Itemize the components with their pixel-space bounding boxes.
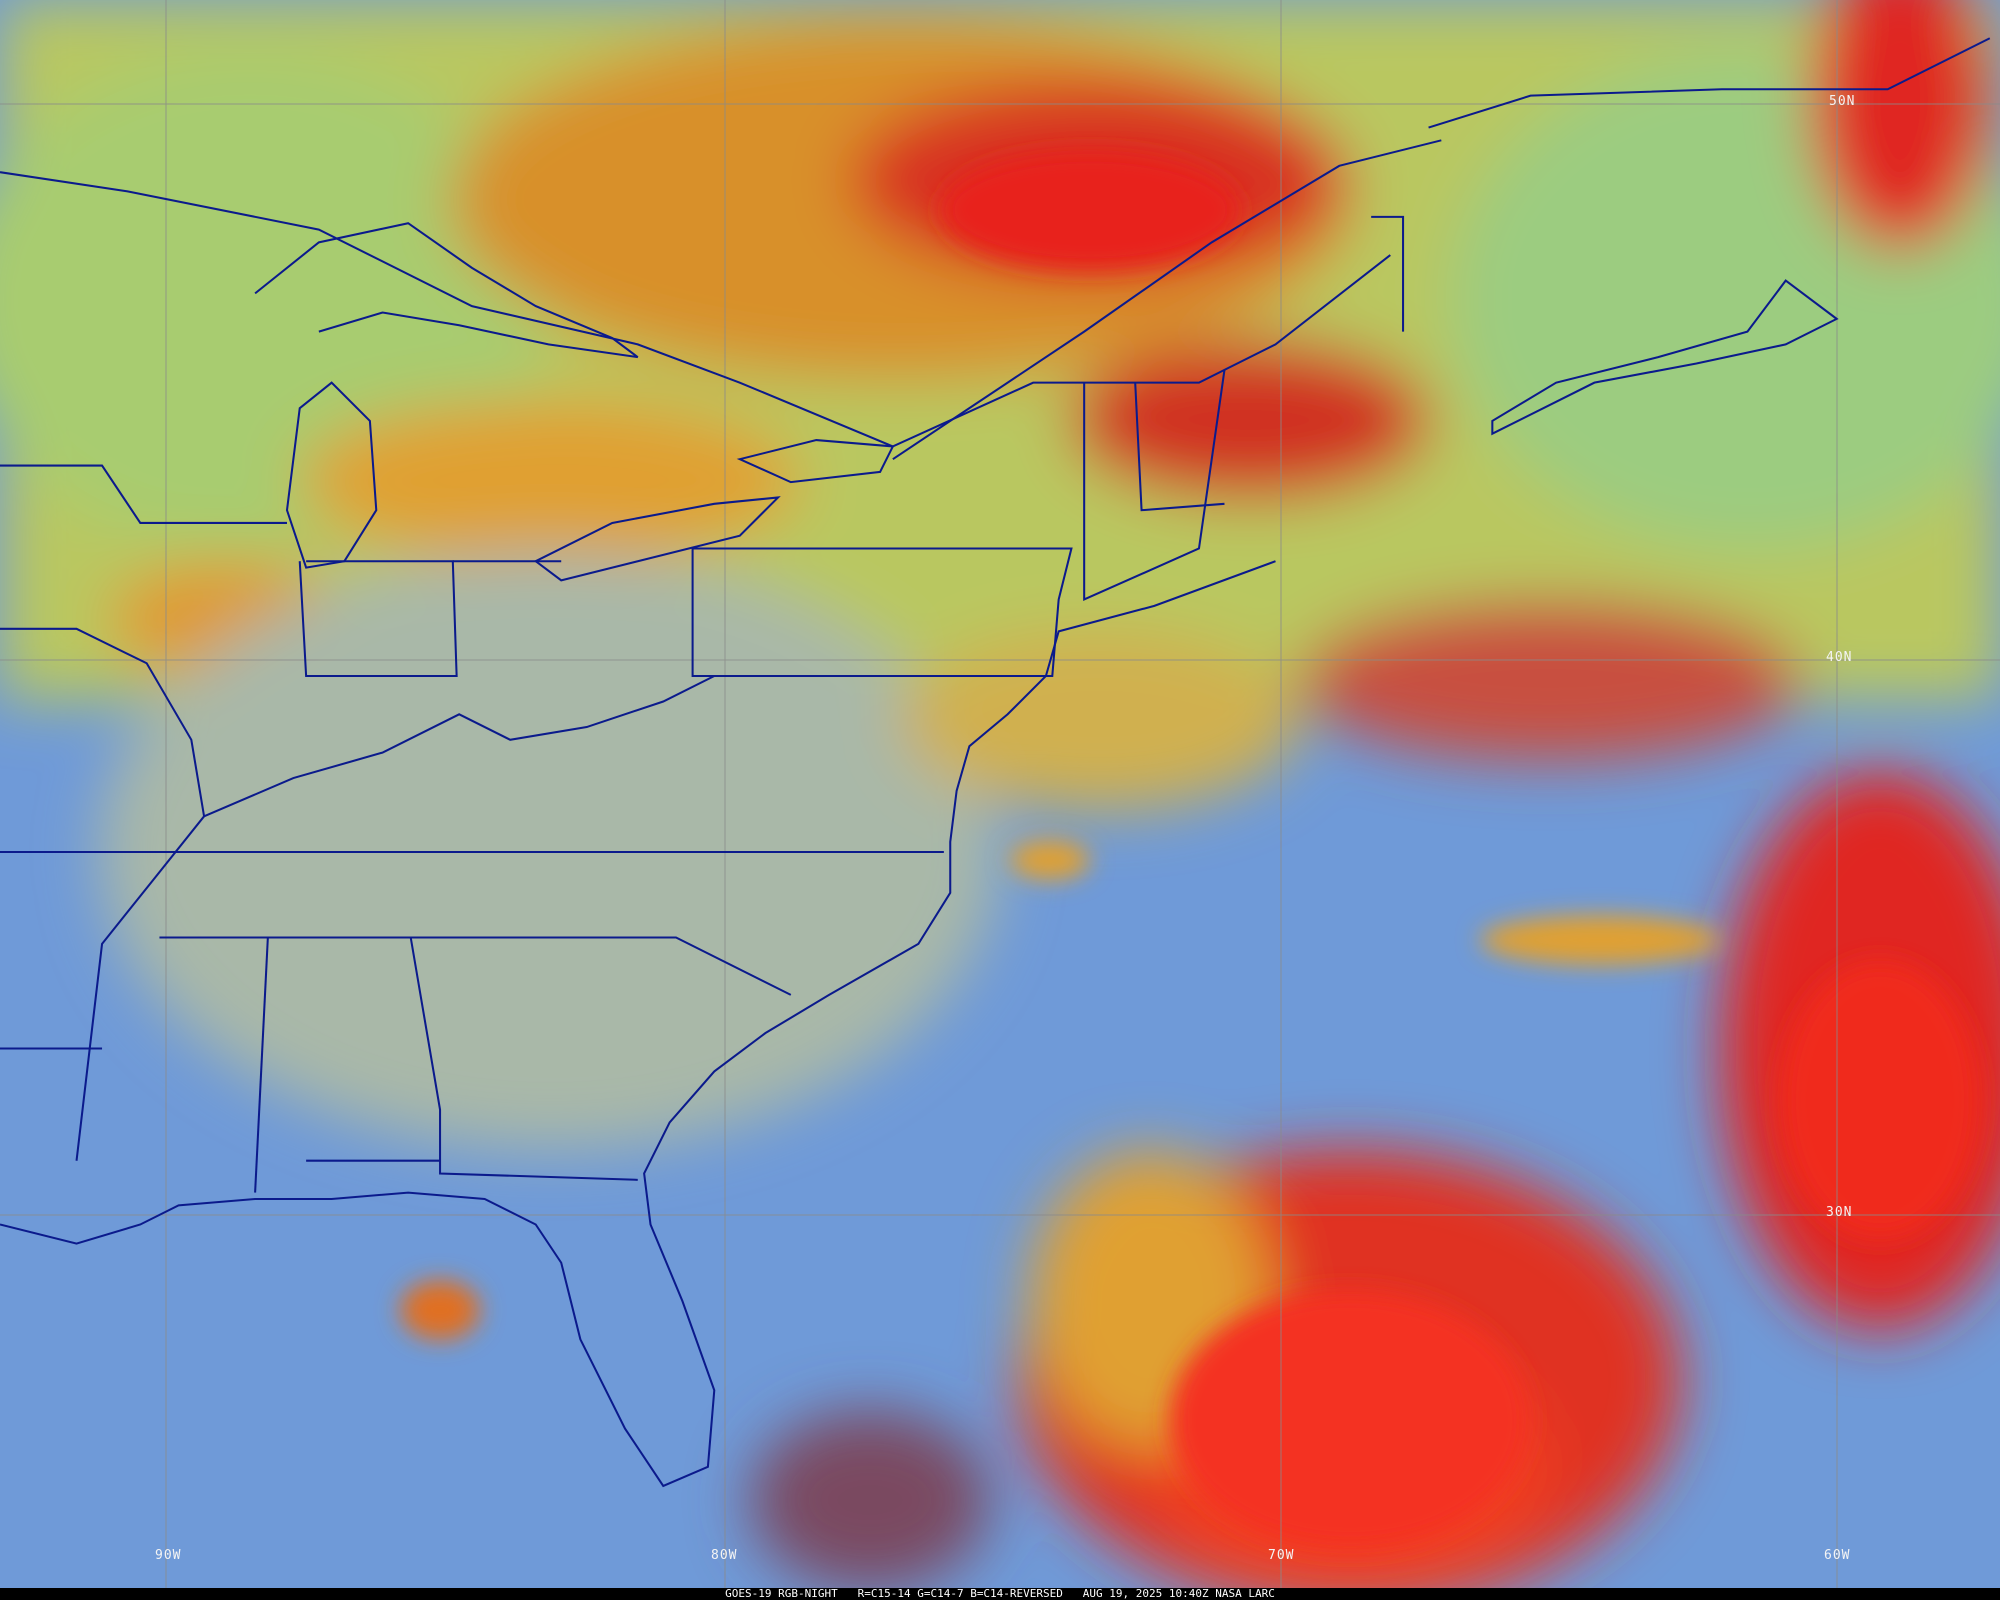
state-line (0, 464, 287, 524)
latitude-label-50n: 50N (1829, 94, 1856, 109)
lake-michigan (285, 381, 378, 569)
state-line (254, 937, 269, 1193)
canada-coast (1428, 37, 1991, 129)
state-line (1083, 369, 1226, 602)
longitude-label-80w: 80W (711, 1548, 738, 1563)
state-line (1134, 382, 1225, 512)
state-line (159, 936, 792, 996)
state-line (203, 675, 715, 818)
state-line (409, 937, 638, 1181)
lake-erie (533, 496, 781, 582)
longitude-label-60w: 60W (1824, 1548, 1851, 1563)
image-caption: GOES-19 RGB-NIGHT R=C15-14 G=C14-7 B=C14… (0, 1588, 2000, 1600)
state-line (1371, 215, 1405, 332)
latitude-label-40n: 40N (1826, 650, 1853, 665)
latitude-label-30n: 30N (1826, 1205, 1853, 1220)
state-line (691, 547, 1073, 678)
lake-ontario (736, 439, 895, 484)
longitude-label-90w: 90W (155, 1548, 182, 1563)
nova-scotia (1491, 279, 1839, 436)
boundaries (0, 37, 1991, 1488)
us-canada-border (0, 171, 1391, 448)
state-line (298, 560, 458, 678)
east-coastline (0, 560, 1276, 1488)
longitude-label-70w: 70W (1268, 1548, 1295, 1563)
state-line (0, 627, 206, 1161)
